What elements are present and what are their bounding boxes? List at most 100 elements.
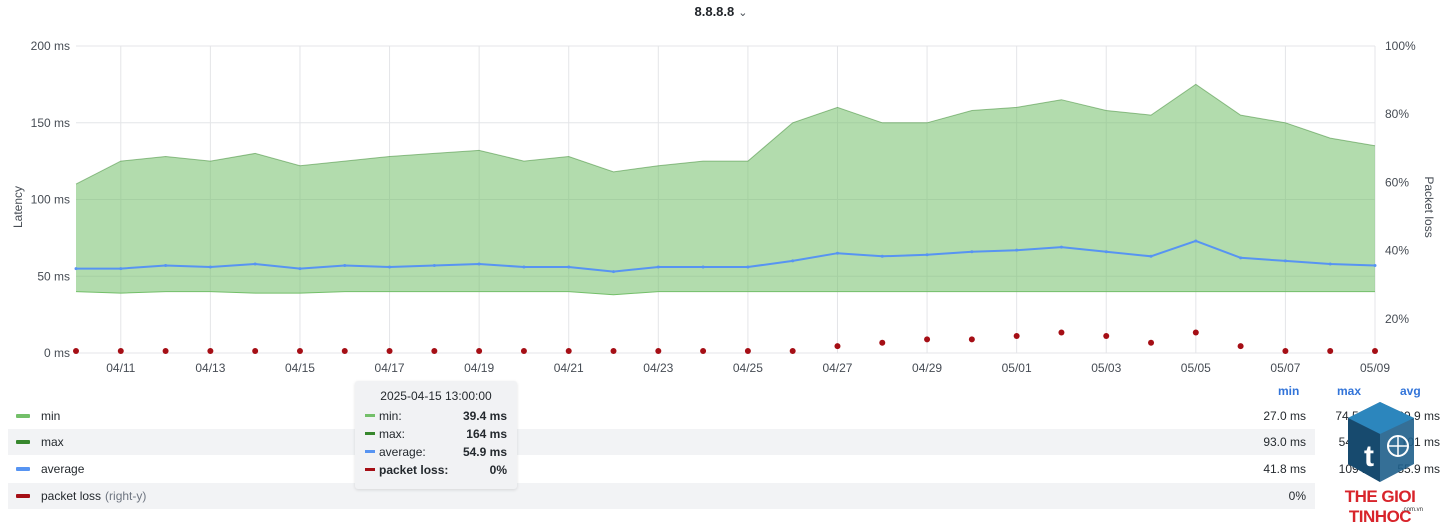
average-point <box>1283 259 1287 263</box>
y-left-tick-label: 50 ms <box>37 269 70 283</box>
average-point <box>1328 262 1332 266</box>
packet-loss-point <box>700 348 707 354</box>
x-tick-label: 05/01 <box>1002 361 1032 375</box>
packet-loss-point <box>520 348 527 354</box>
average-point <box>432 264 436 268</box>
series-min-line <box>75 291 1375 296</box>
packet-loss-point <box>744 348 751 354</box>
tooltip-value: 54.9 ms <box>462 445 507 459</box>
x-tick-label: 04/23 <box>643 361 673 375</box>
average-point <box>1194 239 1198 243</box>
series-average-line <box>76 239 1376 273</box>
y-right-tick-label: 60% <box>1385 175 1409 189</box>
legend-row-min[interactable]: min 27.0 ms 74.5 ms 39.9 ms <box>8 403 1440 429</box>
tooltip-row-max: max: 164 ms <box>365 425 507 443</box>
legend-axis-note: (right-y) <box>105 489 147 503</box>
tooltip-label: min: <box>379 409 402 423</box>
x-tick-label: 04/19 <box>464 361 494 375</box>
x-tick-label: 04/11 <box>106 361 135 375</box>
x-tick-label: 05/09 <box>1360 361 1390 375</box>
average-point <box>880 254 884 258</box>
tooltip-value: 164 ms <box>466 427 507 441</box>
latency-chart[interactable]: 0 ms 50 ms 100 ms 150 ms 200 ms 20% 40% 60% 80%… <box>0 0 1442 380</box>
tooltip-value: 0% <box>489 463 507 477</box>
average-point <box>164 264 168 268</box>
average-point <box>1015 248 1019 252</box>
x-tick-label: 05/05 <box>1181 361 1211 375</box>
legend-series-name: packet loss (right-y) <box>41 489 146 503</box>
average-point <box>567 265 571 269</box>
average-point <box>1059 245 1063 249</box>
packet-loss-point <box>1058 329 1065 336</box>
tooltip-swatch <box>365 414 375 417</box>
tooltip-swatch <box>365 450 375 453</box>
legend-header-min[interactable]: min <box>1278 384 1300 398</box>
packet-loss-point <box>162 348 169 354</box>
y-left-tick-label: 200 ms <box>31 39 70 53</box>
chevron-down-icon[interactable]: ⌄ <box>738 7 748 19</box>
packet-loss-point <box>386 348 393 354</box>
y-axis-left-title: Latency <box>11 186 25 228</box>
y-axis-left: 0 ms 50 ms 100 ms 150 ms 200 ms <box>31 39 70 360</box>
legend-header-avg[interactable]: avg <box>1400 384 1421 398</box>
y-axis-right: 20% 40% 60% 80% 100% <box>1385 39 1416 326</box>
average-point <box>522 265 526 269</box>
x-tick-label: 04/25 <box>733 361 763 375</box>
panel-title[interactable]: 8.8.8.8 ⌄ <box>0 2 1442 23</box>
watermark-logo-icon: t <box>1348 402 1414 482</box>
packet-loss-point <box>252 348 259 354</box>
legend-swatch <box>16 440 30 444</box>
average-point <box>835 251 839 255</box>
x-tick-label: 04/27 <box>822 361 852 375</box>
packet-loss-point <box>476 348 483 354</box>
tooltip-swatch <box>365 468 375 471</box>
panel-title-text: 8.8.8.8 <box>694 4 735 19</box>
legend-row-average[interactable]: average 41.8 ms 109 ms 55.9 ms <box>8 456 1440 482</box>
average-point <box>298 267 302 271</box>
packet-loss-point <box>1103 332 1110 339</box>
tooltip-label: max: <box>379 427 406 441</box>
legend-swatch <box>16 494 30 498</box>
x-tick-label: 04/21 <box>554 361 584 375</box>
tooltip-row-min: min: 39.4 ms <box>365 407 507 425</box>
packet-loss-point <box>207 348 214 354</box>
y-axis-right-title: Packet loss <box>1422 176 1436 237</box>
packet-loss-point <box>1327 348 1334 354</box>
packet-loss-point <box>610 348 617 354</box>
legend-header-max[interactable]: max <box>1337 384 1362 398</box>
packet-loss-point <box>73 348 79 354</box>
series-min-max-band <box>76 84 1375 295</box>
average-point <box>119 267 123 271</box>
y-right-tick-label: 40% <box>1385 244 1409 258</box>
packet-loss-point <box>565 348 572 354</box>
watermark-sub: .com.vn <box>1402 507 1424 513</box>
legend-min-value: 41.8 ms <box>1263 462 1306 476</box>
tooltip-label: average: <box>379 445 426 459</box>
y-left-tick-label: 100 ms <box>31 193 70 207</box>
x-tick-label: 05/07 <box>1270 361 1300 375</box>
packet-loss-point <box>655 348 662 354</box>
average-point <box>1239 256 1243 260</box>
legend-series-label: packet loss <box>41 489 102 503</box>
legend-swatch <box>16 414 30 418</box>
legend-row-packet-loss[interactable]: packet loss (right-y) 0% <box>8 483 1315 509</box>
tooltip-row-packet-loss: packet loss: 0% <box>365 461 507 479</box>
x-tick-label: 04/29 <box>912 361 942 375</box>
tooltip-row-average: average: 54.9 ms <box>365 443 507 461</box>
y-left-tick-label: 0 ms <box>44 346 70 360</box>
legend-row-max[interactable]: max 93.0 ms 545 ms 101 ms <box>8 429 1440 455</box>
x-axis: 04/11 04/13 04/15 04/17 04/19 04/21 04/23 04/25… <box>106 361 1390 375</box>
packet-loss-point <box>1237 343 1244 350</box>
packet-loss-point <box>1282 348 1289 354</box>
y-right-tick-label: 100% <box>1385 39 1416 53</box>
tooltip-label: packet loss: <box>379 463 449 477</box>
packet-loss-point <box>789 348 796 354</box>
watermark-brand: THE GIOI TINHOC <box>1344 487 1416 526</box>
packet-loss-points <box>73 329 1378 354</box>
legend-swatch <box>16 467 30 471</box>
x-tick-label: 05/03 <box>1091 361 1121 375</box>
average-point <box>791 259 795 263</box>
average-point <box>970 250 974 254</box>
average-point <box>208 265 212 269</box>
packet-loss-point <box>968 336 975 343</box>
